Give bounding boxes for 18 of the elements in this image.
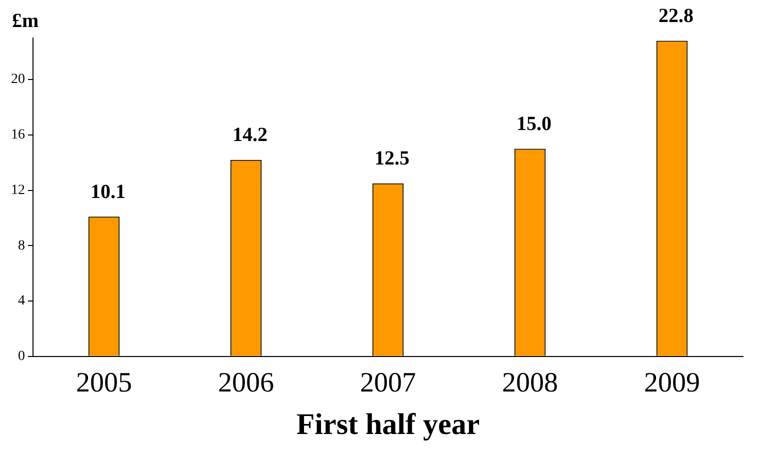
x-tick-label: 2005 (76, 368, 132, 399)
y-tick-label: 20 (11, 72, 25, 88)
x-axis-title: First half year (296, 408, 480, 441)
y-tick-label: 16 (11, 128, 25, 143)
data-label: 12.5 (374, 148, 410, 170)
x-tick-label: 2008 (502, 368, 558, 399)
y-tick-label: 4 (18, 294, 25, 309)
data-label: 14.2 (232, 124, 268, 146)
data-label: 10.1 (90, 180, 126, 203)
x-tick-label: 2009 (644, 368, 700, 399)
y-axis-title: £m (12, 10, 39, 32)
x-tick-label: 2006 (218, 368, 274, 399)
data-label: 22.8 (658, 4, 694, 27)
data-label: 15.0 (516, 112, 552, 135)
y-tick-label: 8 (18, 238, 25, 254)
y-tick-label: 0 (18, 349, 25, 364)
x-tick-label: 2007 (360, 368, 416, 399)
y-tick-label: 12 (11, 182, 25, 198)
